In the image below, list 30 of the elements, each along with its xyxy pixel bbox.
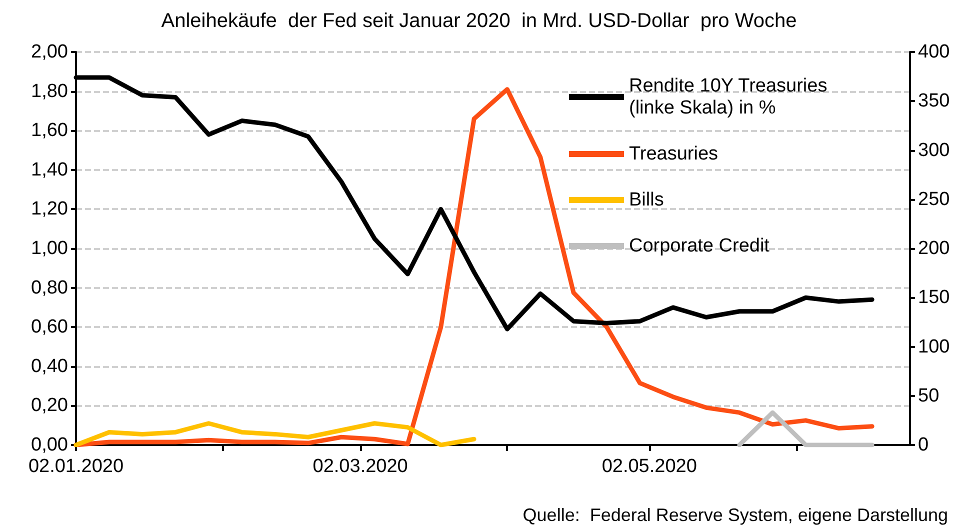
legend-label: Corporate Credit <box>629 236 770 256</box>
y-tick-label: 2,00 <box>31 42 68 62</box>
y2-tick-label: 100 <box>918 336 950 358</box>
y2-tick-label: 50 <box>918 385 940 406</box>
x-tick-label: 02.01.2020 <box>28 456 124 477</box>
y-tick-label: 0,20 <box>31 395 68 416</box>
y-tick-label: 1,60 <box>31 120 68 142</box>
y2-tick-label: 350 <box>918 90 950 112</box>
y-tick-label: 0,60 <box>31 316 68 338</box>
x-tick-label: 02.05.2020 <box>602 456 697 477</box>
y-tick-label: 1,20 <box>31 198 68 220</box>
legend-label: Bills <box>629 190 664 210</box>
chart-title: Anleihekäufe der Fed seit Januar 2020 in Mrd. USD-Dollar pro Woche <box>161 10 797 32</box>
x-tick-label: 02.03.2020 <box>312 456 408 477</box>
y2-tick-label: 300 <box>918 140 950 161</box>
legend-label: Treasuries <box>629 144 718 164</box>
y2-tick-label: 150 <box>918 287 950 308</box>
y-tick-label: 0,40 <box>31 356 68 377</box>
legend-label: Rendite 10Y Treasuries (linke Skala) in % <box>629 76 832 118</box>
y-tick-label: 0,80 <box>31 277 68 298</box>
y-tick-label: 1,40 <box>31 159 68 180</box>
y2-tick-label: 250 <box>918 188 950 210</box>
y-tick-label: 1,00 <box>31 238 68 259</box>
line-series <box>74 421 476 448</box>
source-note: Quelle: Federal Reserve System, eigene Darstellung <box>522 505 948 525</box>
y2-tick-label: 400 <box>918 42 950 62</box>
y2-tick-label: 200 <box>918 238 950 259</box>
y-tick-label: 1,80 <box>31 80 68 102</box>
y2-tick-label: 0 <box>918 434 929 456</box>
y-tick-label: 0,00 <box>31 434 68 456</box>
